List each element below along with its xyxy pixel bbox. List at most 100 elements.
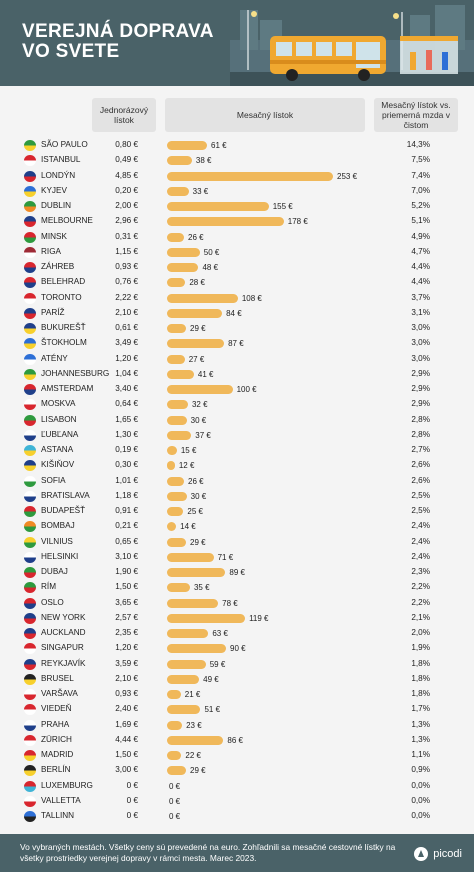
monthly-value-label: 29 € <box>190 537 206 547</box>
city-label: TALLINN <box>41 811 75 820</box>
city-label: MELBOURNE <box>41 216 93 226</box>
monthly-bar <box>167 629 209 638</box>
salary-ratio: 4,4% <box>411 262 430 271</box>
table-row: VILNIUS 0,65 € 29 € 2,4% <box>0 535 474 550</box>
table-row: LISABON 1,65 € 30 € 2,8% <box>0 413 474 428</box>
single-ticket-price: 3,10 € <box>115 551 138 561</box>
city-label: SOFIA <box>41 475 66 485</box>
city-bus-illustration <box>230 5 474 86</box>
flag-icon <box>24 628 36 639</box>
monthly-value-label: 29 € <box>190 324 206 333</box>
monthly-bar <box>167 415 187 425</box>
salary-ratio: 2,9% <box>411 399 430 409</box>
footer-banner: Vo vybraných mestách. Všetky ceny sú pre… <box>0 834 474 872</box>
salary-ratio: 4,4% <box>411 277 430 287</box>
monthly-bar <box>167 217 284 227</box>
flag-icon <box>24 384 36 395</box>
salary-ratio: 1,8% <box>411 658 430 668</box>
salary-ratio: 5,2% <box>411 201 430 210</box>
salary-ratio: 2,0% <box>411 628 430 637</box>
table-row: ZÁHREB 0,93 € 48 € 4,4% <box>0 260 474 275</box>
flag-icon <box>24 658 36 670</box>
flag-icon <box>24 734 36 746</box>
single-ticket-price: 0,91 € <box>115 506 138 515</box>
city-label: NEW YORK <box>41 612 86 622</box>
flag-icon <box>24 338 36 350</box>
salary-ratio: 2,8% <box>411 414 430 424</box>
city-label: HELSINKI <box>41 551 79 561</box>
single-ticket-price: 0,30 € <box>115 460 138 470</box>
city-label: PRAHA <box>41 719 70 729</box>
city-label: DUBLIN <box>41 201 72 210</box>
flag-icon <box>24 643 36 655</box>
single-ticket-price: 0,19 € <box>115 445 138 454</box>
monthly-value-label: 100 € <box>236 385 257 394</box>
table-row: SOFIA 1,01 € 26 € 2,6% <box>0 474 474 489</box>
city-label: RÍM <box>41 582 57 592</box>
flag-icon <box>24 811 36 822</box>
flag-icon <box>24 445 36 456</box>
flag-icon <box>24 368 36 380</box>
city-label: MINSK <box>41 231 67 241</box>
salary-ratio: 2,4% <box>411 521 430 531</box>
monthly-bar <box>167 674 200 684</box>
monthly-bar <box>167 369 194 379</box>
city-label: BERLÍN <box>41 765 71 775</box>
table-row: BERLÍN 3,00 € 29 € 0,9% <box>0 763 474 778</box>
footer-note: Vo vybraných mestách. Všetky ceny sú pre… <box>20 842 396 863</box>
single-ticket-price: 0 € <box>126 795 138 805</box>
column-header-ratio: Mesačný lístok vs. priemerná mzda v čist… <box>374 98 458 132</box>
monthly-bar <box>167 202 269 211</box>
monthly-value-label: 12 € <box>178 461 195 471</box>
single-ticket-price: 2,96 € <box>115 216 138 226</box>
monthly-bar <box>167 430 192 440</box>
city-label: OSLO <box>41 597 64 607</box>
table-row: OSLO 3,65 € 78 € 2,2% <box>0 596 474 611</box>
table-row: VARŠAVA 0,93 € 21 € 1,8% <box>0 687 474 702</box>
flag-icon <box>24 582 36 594</box>
monthly-value-label: 14 € <box>180 522 196 532</box>
city-label: BOMBAJ <box>41 521 75 531</box>
single-ticket-price: 2,57 € <box>115 612 138 622</box>
city-label: PARÍŽ <box>41 307 65 317</box>
monthly-bar <box>167 232 185 242</box>
monthly-bar <box>167 186 189 196</box>
single-ticket-price: 0,76 € <box>115 277 138 287</box>
monthly-bar <box>167 263 199 272</box>
flag-icon <box>24 750 36 761</box>
monthly-value-label: 32 € <box>191 400 208 410</box>
single-ticket-price: 2,10 € <box>115 307 138 317</box>
salary-ratio: 1,1% <box>411 750 430 759</box>
flag-icon <box>24 216 36 228</box>
monthly-bar <box>167 385 233 394</box>
salary-ratio: 2,3% <box>411 567 430 576</box>
column-header-monthly: Mesačný lístok <box>165 98 365 132</box>
monthly-value-label: 22 € <box>185 751 201 760</box>
single-ticket-price: 2,22 € <box>115 292 138 302</box>
flag-icon <box>24 170 36 182</box>
monthly-bar <box>167 583 190 593</box>
table-row: TORONTO 2,22 € 108 € 3,7% <box>0 291 474 306</box>
table-row: MELBOURNE 2,96 € 178 € 5,1% <box>0 214 474 229</box>
flag-icon <box>24 246 36 258</box>
table-row: DUBAJ 1,90 € 89 € 2,3% <box>0 565 474 580</box>
table-row: ATÉNY 1,20 € 27 € 3,0% <box>0 352 474 367</box>
monthly-value-label: 61 € <box>211 141 227 150</box>
city-label: BUKUREŠŤ <box>41 323 86 332</box>
table-row: MINSK 0,31 € 26 € 4,9% <box>0 230 474 245</box>
single-ticket-price: 4,44 € <box>115 734 138 744</box>
salary-ratio: 7,4% <box>411 170 430 180</box>
monthly-value-label: 84 € <box>226 308 242 318</box>
flag-icon <box>24 765 36 777</box>
flag-icon <box>24 429 36 441</box>
table-row: ZÜRICH 4,44 € 86 € 1,3% <box>0 733 474 748</box>
flag-icon <box>24 185 36 197</box>
monthly-value-label: 90 € <box>230 644 246 654</box>
salary-ratio: 1,9% <box>411 643 430 653</box>
monthly-value-label: 63 € <box>212 629 228 638</box>
table-row: KIŠIŇOV 0,30 € 12 € 2,6% <box>0 458 474 473</box>
flag-icon <box>24 323 36 334</box>
brand-name: picodi <box>433 848 462 860</box>
salary-ratio: 2,9% <box>411 368 430 378</box>
monthly-bar <box>167 247 200 257</box>
